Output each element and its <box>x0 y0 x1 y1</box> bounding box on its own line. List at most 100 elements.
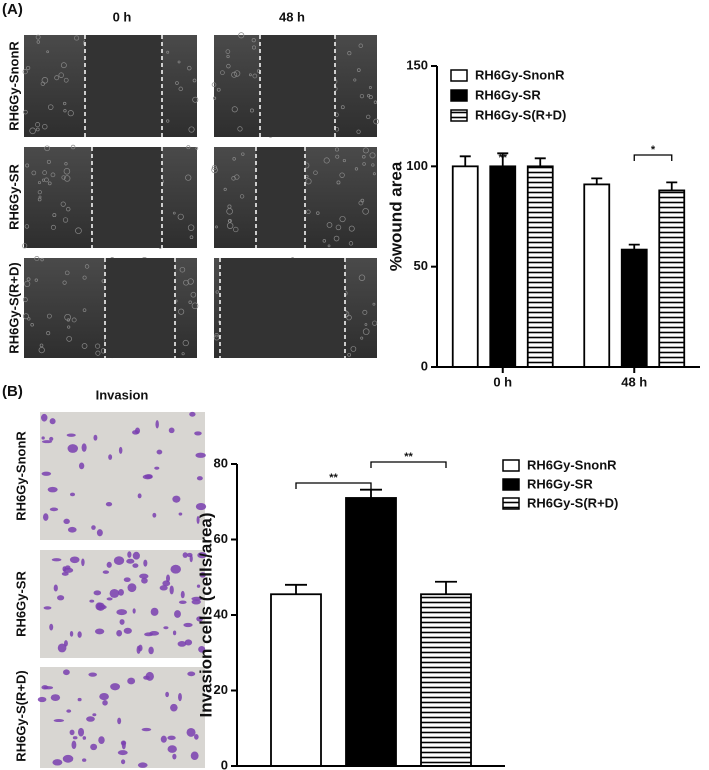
stained-cell <box>63 669 70 676</box>
legend-swatch <box>450 109 468 122</box>
stained-cell <box>43 606 52 610</box>
cell <box>339 215 346 223</box>
stained-cell <box>174 610 181 618</box>
cell <box>372 302 376 306</box>
cell <box>181 352 185 356</box>
stained-cell <box>127 583 137 593</box>
stained-cell <box>195 452 206 458</box>
y-tick-label: 80 <box>214 455 228 470</box>
cell <box>60 201 66 207</box>
cell <box>356 129 361 134</box>
stained-cell <box>93 434 98 441</box>
cell <box>179 266 186 273</box>
cell <box>231 106 238 113</box>
stained-cell <box>186 552 193 558</box>
stained-cell <box>88 672 97 677</box>
cell <box>358 274 366 281</box>
stained-cell <box>110 683 120 691</box>
cell <box>215 225 218 229</box>
cell <box>44 145 50 152</box>
stained-cell <box>77 697 82 702</box>
cell <box>362 328 370 335</box>
cell <box>26 277 31 282</box>
stained-cell <box>144 632 154 637</box>
cell <box>185 174 192 181</box>
cell <box>239 194 245 199</box>
stained-cell <box>156 449 163 455</box>
cell <box>251 45 256 50</box>
error-bar <box>285 583 307 595</box>
legend-label: RH6Gy-SR <box>527 476 593 491</box>
legend-label: RH6Gy-S(R+D) <box>527 495 618 510</box>
stained-cell <box>37 696 47 703</box>
cell <box>177 213 184 220</box>
stained-cell <box>137 762 148 768</box>
legend-swatch <box>450 69 468 82</box>
stained-cell <box>199 572 206 578</box>
stained-cell <box>170 703 178 712</box>
cell <box>35 127 40 132</box>
stained-cell <box>52 759 63 766</box>
cell <box>339 172 345 178</box>
cell <box>67 325 71 329</box>
stained-cell <box>47 486 58 493</box>
stained-cell <box>53 584 58 592</box>
stained-cell <box>41 471 52 476</box>
cell <box>177 60 181 64</box>
stained-cell <box>169 585 174 595</box>
stained-cell <box>180 590 185 599</box>
stained-cell <box>184 639 193 646</box>
error-bar <box>628 243 640 250</box>
stained-cell <box>108 454 113 460</box>
cell <box>67 110 74 117</box>
row-label: RH6Gy-SR <box>6 164 21 230</box>
cell <box>35 122 41 128</box>
cell <box>347 352 352 357</box>
cell <box>248 73 252 77</box>
cell <box>249 108 254 113</box>
cell <box>71 317 77 323</box>
stained-cell <box>41 685 49 690</box>
stained-cell <box>126 558 135 564</box>
cell <box>178 86 183 92</box>
stained-cell <box>49 418 56 425</box>
cell <box>34 278 38 282</box>
cell <box>362 162 366 166</box>
stained-cell <box>154 466 160 470</box>
stained-cell <box>96 529 103 537</box>
stained-cell <box>81 443 87 452</box>
cell <box>31 170 37 176</box>
stained-cell <box>90 743 98 751</box>
stained-cell <box>177 641 187 647</box>
cell <box>306 209 311 215</box>
stained-cell <box>172 753 177 760</box>
stained-cell <box>69 556 80 564</box>
significance-label: ** <box>404 451 413 463</box>
stained-cell <box>63 567 74 573</box>
stained-cell <box>178 692 182 702</box>
stained-cell <box>41 440 53 444</box>
cell <box>188 300 192 304</box>
cell <box>66 336 72 342</box>
cell <box>64 270 70 276</box>
cell <box>335 154 340 159</box>
stained-cell <box>106 561 112 568</box>
cell <box>233 226 239 233</box>
cell <box>22 69 28 75</box>
stained-cell <box>62 754 74 763</box>
stained-cell <box>172 630 177 636</box>
cell <box>226 54 230 59</box>
stained-cell <box>77 727 85 737</box>
error-bar <box>666 181 678 191</box>
cell <box>342 158 346 163</box>
x-tick-label: 48 h <box>621 374 647 389</box>
y-tick-label: 0 <box>221 757 228 770</box>
cell <box>95 350 101 356</box>
cell <box>46 159 51 164</box>
cell <box>360 336 364 340</box>
cell <box>223 187 227 191</box>
cell <box>356 68 361 72</box>
stained-cell <box>127 677 136 685</box>
stained-cell <box>66 709 72 713</box>
stained-cell <box>82 758 87 762</box>
